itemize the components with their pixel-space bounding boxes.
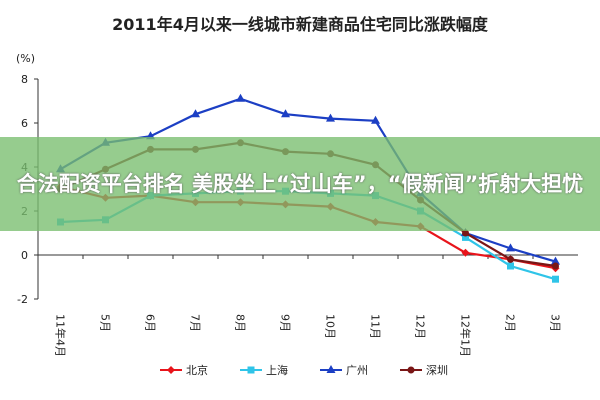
y-axis-label: (%)	[16, 52, 35, 65]
chart-title: 2011年4月以来一线城市新建商品住宅同比涨跌幅度	[112, 15, 489, 34]
x-tick-label: 10月	[324, 314, 337, 339]
point	[552, 275, 559, 283]
y-tick-label: 0	[21, 249, 28, 262]
x-tick-label: 11月	[369, 314, 382, 339]
point	[462, 229, 469, 237]
legend-marker	[326, 365, 336, 373]
point	[191, 109, 200, 118]
point	[236, 93, 245, 102]
legend-marker	[247, 366, 255, 374]
x-tick-label: 12年1月	[459, 314, 473, 357]
point	[462, 233, 469, 241]
point	[551, 256, 560, 265]
x-tick-label: 9月	[279, 314, 292, 332]
x-tick-label: 11年4月	[54, 314, 68, 357]
x-tick-label: 5月	[99, 314, 112, 332]
point	[281, 109, 290, 118]
x-tick-label: 3月	[549, 314, 562, 332]
legend-marker	[407, 366, 415, 374]
x-tick-label: 2月	[504, 314, 517, 332]
legend-marker	[167, 366, 175, 374]
banner: 合法配资平台排名 美股坐上“过山车”，“假新闻”折射大担忧	[0, 137, 600, 231]
point	[552, 262, 559, 270]
legend-label: 北京	[186, 363, 208, 377]
point	[506, 243, 515, 252]
x-tick-label: 12月	[414, 314, 427, 339]
legend-label: 广州	[346, 364, 368, 377]
x-tick-label: 8月	[234, 314, 247, 332]
y-tick-label: -2	[17, 293, 28, 306]
point	[507, 255, 514, 263]
legend-label: 上海	[266, 363, 288, 377]
y-tick-label: 6	[21, 117, 28, 130]
x-tick-label: 7月	[189, 314, 202, 332]
y-tick-label: 8	[21, 73, 28, 86]
point	[371, 115, 380, 124]
point	[461, 248, 470, 257]
legend-label: 深圳	[426, 364, 448, 377]
point	[507, 262, 514, 270]
banner-text: 合法配资平台排名 美股坐上“过山车”，“假新闻”折射大担忧	[16, 172, 584, 196]
point	[326, 113, 335, 122]
x-tick-label: 6月	[144, 314, 157, 332]
